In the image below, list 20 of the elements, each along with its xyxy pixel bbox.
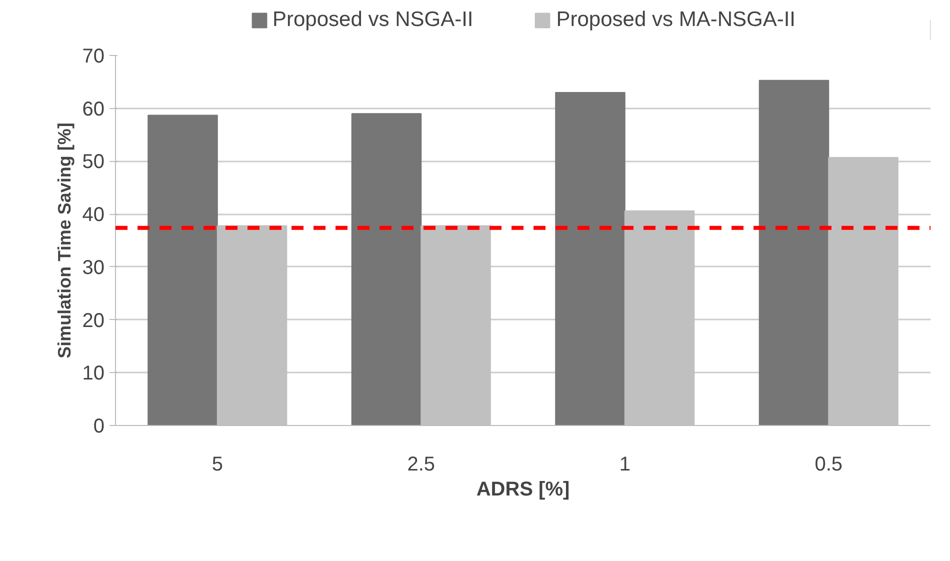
bar (148, 114, 218, 426)
y-tick-label: 70 (82, 46, 105, 68)
y-tick-label: 30 (82, 256, 105, 279)
bar (758, 80, 830, 426)
y-tick-label: 40 (82, 204, 105, 226)
y-axis-title: Simulation Time Saving [%] (54, 122, 74, 358)
bar (351, 113, 422, 426)
x-tick-label: 1 (619, 454, 630, 476)
y-tick-label: 60 (82, 98, 105, 120)
x-axis-title: ADRS [%] (476, 478, 570, 500)
y-tick-label: 0 (93, 416, 104, 438)
y-tick-label: 10 (82, 362, 105, 385)
x-tick-label: 5 (212, 454, 223, 476)
legend-label: Proposed vs NSGA-II (272, 8, 474, 32)
x-tick-label: 0.5 (814, 454, 843, 476)
x-tick-label: 2.5 (407, 454, 436, 476)
legend-label: Proposed vs MA-NSGA-II (556, 8, 796, 32)
y-tick-label: 50 (82, 151, 105, 174)
y-tick-label: 20 (82, 310, 105, 332)
bar (555, 92, 626, 426)
